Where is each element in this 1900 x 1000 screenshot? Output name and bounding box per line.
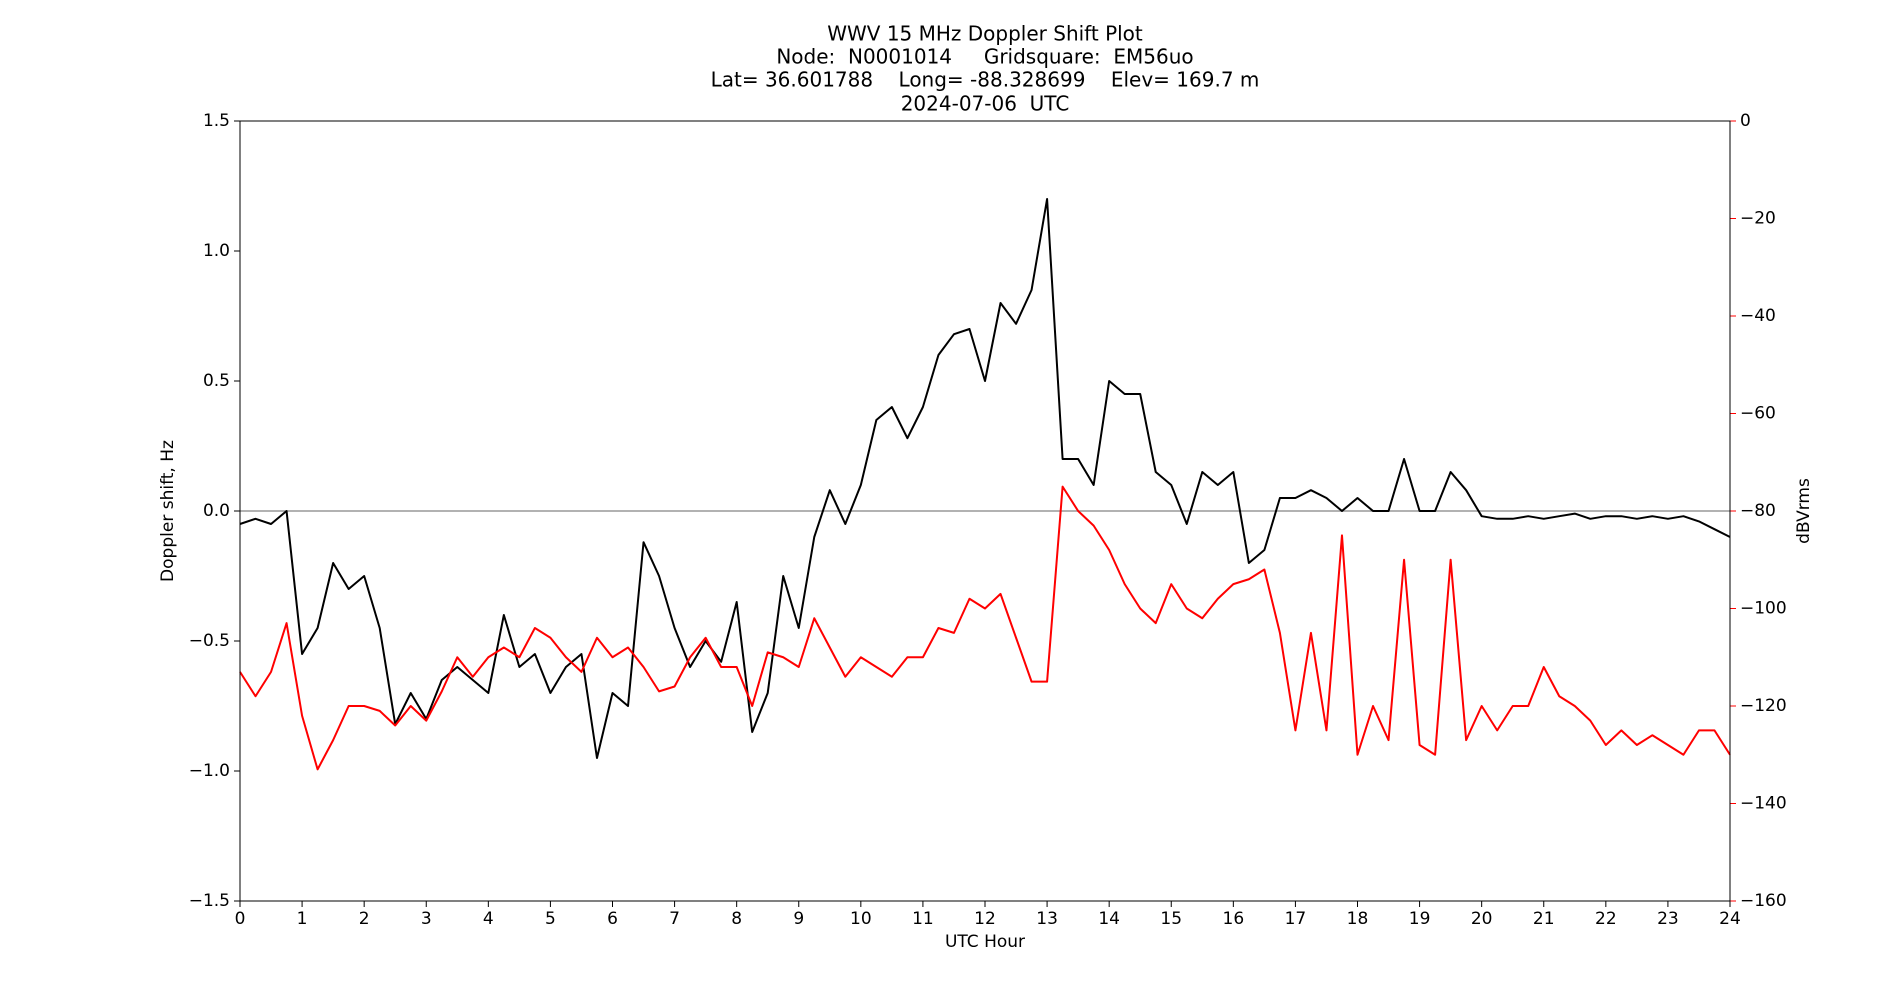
chart-title: WWV 15 MHz Doppler Shift Plot	[827, 22, 1143, 46]
y-tick-label: −1.0	[189, 761, 230, 781]
y-tick-label: −1.5	[189, 891, 230, 911]
x-tick-label: 0	[235, 909, 246, 929]
y2-tick-label: 0	[1740, 111, 1751, 131]
y2-tick-label: −120	[1740, 696, 1787, 716]
x-tick-label: 17	[1285, 909, 1307, 929]
x-tick-label: 18	[1347, 909, 1369, 929]
x-tick-label: 2	[359, 909, 370, 929]
y-tick-label: 1.5	[203, 111, 230, 131]
y-tick-label: −0.5	[189, 631, 230, 651]
data-line	[239, 485, 1731, 771]
y-tick-label: 1.0	[203, 241, 230, 261]
x-tick-label: 23	[1657, 909, 1679, 929]
y2-axis-label: dBVrms	[1794, 478, 1814, 544]
x-tick-label: 10	[850, 909, 872, 929]
data-line	[239, 198, 1731, 759]
x-tick-label: 3	[421, 909, 432, 929]
chart-title: Node: N0001014 Gridsquare: EM56uo	[776, 45, 1193, 69]
x-tick-label: 20	[1471, 909, 1493, 929]
y-tick-label: 0.0	[203, 501, 230, 521]
y-axis-label: Doppler shift, Hz	[158, 440, 178, 582]
x-tick-label: 4	[483, 909, 494, 929]
x-tick-label: 1	[297, 909, 308, 929]
y2-tick-label: −160	[1740, 891, 1787, 911]
y2-tick-label: −60	[1740, 404, 1776, 424]
y2-tick-label: −40	[1740, 306, 1776, 326]
x-tick-label: 8	[731, 909, 742, 929]
x-tick-label: 16	[1223, 909, 1245, 929]
x-tick-label: 11	[912, 909, 934, 929]
plot-frame	[239, 120, 1731, 902]
y2-tick-label: −80	[1740, 501, 1776, 521]
x-tick-label: 9	[793, 909, 804, 929]
x-tick-label: 22	[1595, 909, 1617, 929]
x-tick-label: 24	[1719, 909, 1741, 929]
chart-title: 2024-07-06 UTC	[901, 92, 1070, 116]
y2-tick-label: −140	[1740, 794, 1787, 814]
x-tick-label: 21	[1533, 909, 1555, 929]
y2-tick-label: −20	[1740, 209, 1776, 229]
x-tick-label: 7	[669, 909, 680, 929]
x-tick-label: 6	[607, 909, 618, 929]
x-tick-label: 5	[545, 909, 556, 929]
x-tick-label: 15	[1160, 909, 1182, 929]
x-tick-label: 14	[1098, 909, 1120, 929]
x-axis-label: UTC Hour	[945, 932, 1025, 952]
x-tick-label: 13	[1036, 909, 1058, 929]
x-tick-label: 12	[974, 909, 996, 929]
y-tick-label: 0.5	[203, 371, 230, 391]
chart-title: Lat= 36.601788 Long= -88.328699 Elev= 16…	[711, 68, 1260, 92]
y2-tick-label: −100	[1740, 599, 1787, 619]
x-tick-label: 19	[1409, 909, 1431, 929]
